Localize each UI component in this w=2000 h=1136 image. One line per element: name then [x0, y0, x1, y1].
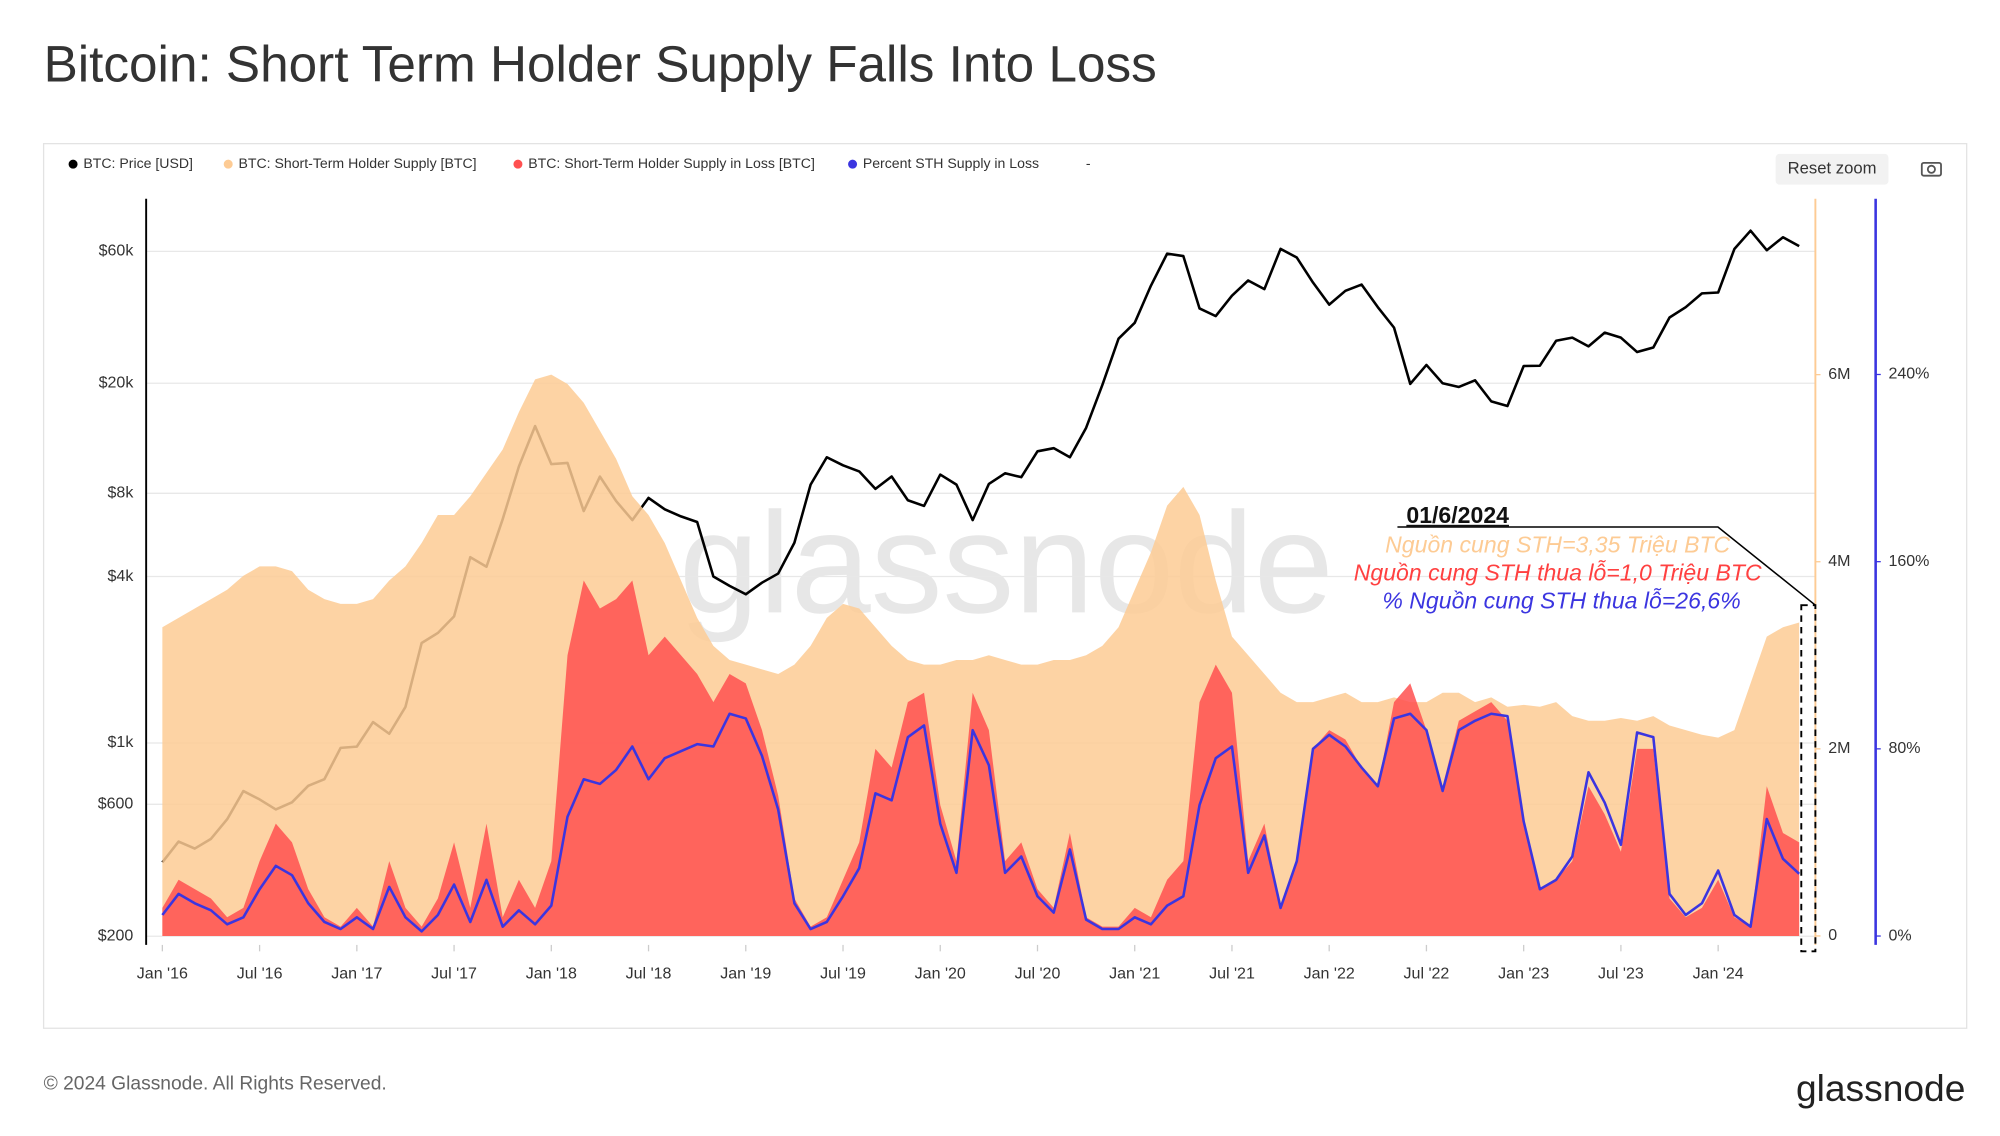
x-tick-label: Jul '16: [237, 965, 283, 983]
y-tick-label: $20k: [99, 374, 135, 392]
button-bg[interactable]: [1775, 153, 1889, 185]
legend-label: BTC: Short-Term Holder Supply in Loss [B…: [528, 155, 815, 171]
y-tick-label: $8k: [108, 484, 135, 502]
x-tick-label: Jan '23: [1498, 965, 1549, 983]
legend-label: BTC: Short-Term Holder Supply [BTC]: [238, 155, 476, 171]
x-tick-label: Jan '20: [915, 965, 966, 983]
x-tick-label: Jul '17: [431, 965, 477, 983]
annotation-date: 01/6/2024: [1406, 502, 1509, 528]
watermark: glassnode: [679, 483, 1334, 643]
camera-lens[interactable]: [1926, 164, 1936, 174]
y-tick-label: $1k: [108, 733, 135, 751]
y2-tick-label: 6M: [1828, 365, 1850, 383]
legend-marker: [68, 159, 78, 169]
x-tick-label: Jul '21: [1209, 965, 1255, 983]
legend-label: BTC: Price [USD]: [83, 155, 193, 171]
y-tick-label: $4k: [108, 567, 135, 585]
legend-extra: -: [1086, 155, 1091, 171]
x-tick-label: Jan '18: [526, 965, 577, 983]
series-area: [162, 580, 1800, 936]
y3-tick-label: 240%: [1888, 365, 1929, 383]
x-tick-label: Jan '16: [137, 965, 188, 983]
annotation-supply: Nguồn cung STH=3,35 Triệu BTC: [1385, 531, 1730, 557]
page-title: Bitcoin: Short Term Holder Supply Falls …: [44, 36, 1157, 93]
x-tick-label: Jul '22: [1404, 965, 1450, 983]
x-tick-label: Jan '22: [1304, 965, 1355, 983]
series-line: [161, 712, 1801, 933]
logo: glassnode: [1796, 1067, 1965, 1109]
y3-tick-label: 0%: [1888, 926, 1911, 944]
y2-tick-label: 4M: [1828, 552, 1850, 570]
y2-tick-label: 2M: [1828, 739, 1850, 757]
reset-zoom[interactable]: Reset zoom: [1788, 159, 1877, 178]
camera-body[interactable]: [1920, 161, 1942, 177]
y-tick-label: $600: [98, 795, 134, 813]
annotation: 01/6/2024 Nguồn cung STH=3,35 Triệu BTC …: [1354, 502, 1817, 953]
legend-marker: [223, 159, 233, 169]
legend-label: Percent STH Supply in Loss: [863, 155, 1039, 171]
legend-marker: [513, 159, 523, 169]
annotation-percent: % Nguồn cung STH thua lỗ=26,6%: [1382, 587, 1740, 614]
x-tick-label: Jan '24: [1693, 965, 1744, 983]
annotation-box: [1800, 604, 1817, 953]
x-tick-label: Jan '17: [331, 965, 382, 983]
x-tick-label: Jul '20: [1015, 965, 1061, 983]
x-tick-label: Jul '19: [820, 965, 866, 983]
y-tick-label: $200: [98, 926, 134, 944]
annotation-loss: Nguồn cung STH thua lỗ=1,0 Triệu BTC: [1354, 559, 1762, 586]
camera-icon[interactable]: [1920, 161, 1942, 177]
x-tick-label: Jul '18: [626, 965, 672, 983]
reset-zoom-button[interactable]: Reset zoom: [1775, 153, 1889, 185]
x-tick-label: Jul '23: [1598, 965, 1644, 983]
x-tick-label: Jan '21: [1109, 965, 1160, 983]
y-tick-label: $60k: [99, 242, 135, 260]
y3-tick-label: 80%: [1888, 739, 1920, 757]
y3-tick-label: 160%: [1888, 552, 1929, 570]
annotation-connector: [1397, 526, 1816, 606]
x-tick-label: Jan '19: [720, 965, 771, 983]
y2-tick-label: 0: [1828, 926, 1837, 944]
footer: © 2024 Glassnode. All Rights Reserved.: [44, 1074, 387, 1095]
legend-marker: [848, 159, 858, 169]
